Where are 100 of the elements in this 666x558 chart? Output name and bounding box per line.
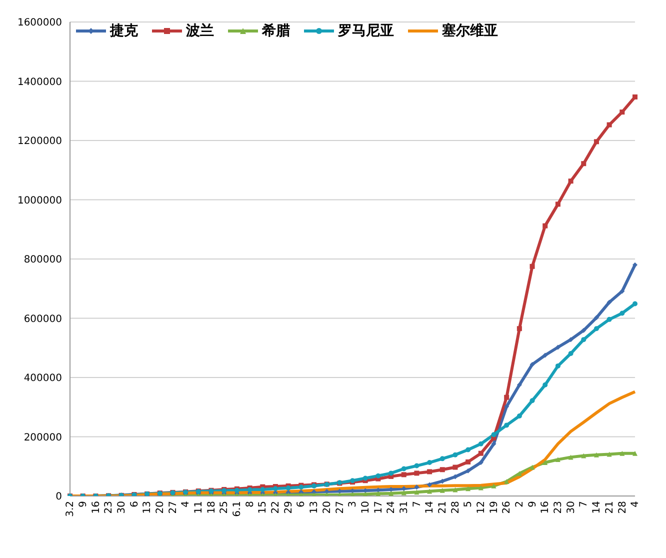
x-tick-label: 9 <box>527 501 538 508</box>
y-tick-label: 800000 <box>24 254 62 266</box>
point <box>606 452 612 457</box>
x-tick-label: 6.1 <box>232 501 244 517</box>
x-tick-label: 3.2 <box>65 501 76 517</box>
point <box>466 459 471 464</box>
point <box>440 467 445 472</box>
point <box>632 94 638 100</box>
x-tick-label: 6 <box>296 501 308 508</box>
x-tick-label: 21 <box>604 501 616 514</box>
point <box>530 264 535 269</box>
point <box>568 454 574 460</box>
point <box>504 394 510 400</box>
point <box>466 468 471 474</box>
x-tick-label: 25 <box>219 501 230 514</box>
x-tick-label: 20 <box>154 501 166 514</box>
point <box>260 486 266 492</box>
point <box>568 351 574 356</box>
point <box>491 432 496 438</box>
point <box>530 464 535 470</box>
point <box>594 326 599 332</box>
point <box>606 316 612 322</box>
y-tick-label: 1200000 <box>17 136 62 148</box>
point <box>606 300 612 305</box>
point <box>594 315 599 320</box>
point <box>414 490 420 495</box>
x-tick-label: 19 <box>488 501 500 514</box>
point <box>427 460 432 466</box>
legend-label: 捷克 <box>110 22 138 40</box>
x-tick-label: 4 <box>630 501 642 508</box>
point <box>632 301 638 306</box>
x-tick-label: 21 <box>437 501 448 514</box>
point <box>478 485 484 490</box>
x-tick-label: 18 <box>206 501 218 514</box>
point <box>568 178 574 184</box>
x-tick-label: 3 <box>348 501 359 508</box>
point <box>594 452 599 458</box>
x-tick-label: 13 <box>309 501 320 514</box>
y-tick-label: 600000 <box>24 314 62 325</box>
x-tick-label: 31 <box>398 501 410 514</box>
point <box>491 483 496 488</box>
point <box>516 414 522 419</box>
point <box>478 460 484 466</box>
point <box>478 441 484 446</box>
x-tick-label: 5 <box>463 501 474 508</box>
x-tick-label: 14 <box>592 501 603 514</box>
point <box>581 328 586 333</box>
point <box>542 460 548 466</box>
x-tick-label: 28 <box>617 501 628 514</box>
point <box>376 473 381 478</box>
x-tick-label: 24 <box>386 501 398 514</box>
point <box>286 486 291 490</box>
point <box>530 362 535 367</box>
x-tick-label: 8 <box>244 501 256 508</box>
x-tick-label: 30 <box>116 501 128 514</box>
y-tick-label: 400000 <box>24 373 62 384</box>
x-tick-label: 22 <box>270 501 282 514</box>
point <box>440 488 445 493</box>
point <box>401 466 406 472</box>
y-tick-label: 1000000 <box>17 195 62 206</box>
x-tick-label: 26 <box>502 501 513 514</box>
point <box>555 363 560 368</box>
x-tick-label: 27 <box>168 501 179 514</box>
point <box>388 490 394 496</box>
x-tick-label: 20 <box>322 501 333 514</box>
point <box>542 382 548 388</box>
point <box>414 484 420 490</box>
x-tick-label: 14 <box>424 501 436 514</box>
point <box>388 470 394 476</box>
x-tick-label: 9 <box>78 501 89 508</box>
x-tick-label: 16 <box>540 501 552 514</box>
x-tick-label: 12 <box>476 501 488 514</box>
x-tick-label: 10 <box>360 501 372 514</box>
point <box>581 337 586 342</box>
point <box>581 161 586 166</box>
point <box>555 457 560 462</box>
point <box>414 463 420 468</box>
point <box>555 202 560 207</box>
point <box>516 382 522 388</box>
legend-label: 塞尔维亚 <box>442 22 498 40</box>
point <box>632 262 638 268</box>
x-tick-label: 2 <box>514 501 526 508</box>
point <box>542 223 548 228</box>
point <box>427 482 432 488</box>
x-tick-label: 27 <box>334 501 346 514</box>
point <box>376 491 381 496</box>
point <box>542 352 548 358</box>
point <box>581 453 586 458</box>
x-tick-label: 30 <box>566 501 577 514</box>
point <box>516 326 522 332</box>
x-tick-label: 23 <box>553 501 564 514</box>
x-tick-label: 11 <box>194 501 205 514</box>
point <box>466 486 471 492</box>
x-tick-label: 15 <box>258 501 269 514</box>
legend-label: 希腊 <box>262 22 290 40</box>
point <box>555 344 560 350</box>
legend-label: 罗马尼亚 <box>338 22 394 40</box>
point <box>440 456 445 462</box>
point <box>311 489 316 494</box>
x-tick-label: 6 <box>129 501 140 508</box>
